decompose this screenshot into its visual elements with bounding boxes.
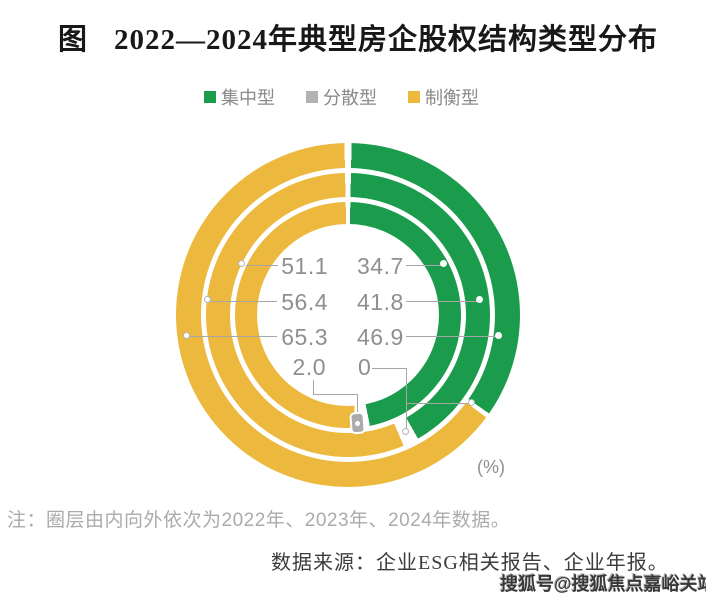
value-label-56-4: 56.4: [281, 289, 328, 315]
legend-swatch-dispersed: [306, 91, 318, 103]
leader-line-56-4: [211, 301, 277, 302]
leader-dot-41-8: [476, 296, 483, 303]
dispersed-slice-marker: [349, 411, 366, 435]
value-label-51-1: 51.1: [281, 253, 328, 279]
legend-swatch-balanced: [408, 91, 420, 103]
watermark: 搜狐号@搜狐焦点嘉峪关站: [500, 574, 706, 594]
legend-item-dispersed: 分散型: [306, 84, 377, 110]
data-source: 数据来源：企业ESG相关报告、企业年报。: [271, 552, 669, 574]
leader-line-46-9: [406, 336, 499, 337]
value-label-65-3: 65.3: [281, 324, 328, 350]
value-label-0: 0: [358, 354, 372, 380]
leader-line-0-v: [406, 368, 407, 430]
leader-dot-56-4: [204, 296, 211, 303]
leader-dot-46-9: [495, 332, 502, 339]
leader-dot-34-7: [440, 260, 447, 267]
leader-line-2-0-h: [313, 394, 358, 395]
leader-dot-51-1: [238, 260, 245, 267]
leader-line-34-7: [406, 265, 444, 266]
title-prefix: 图: [58, 24, 89, 56]
marker-dot-icon: [354, 421, 361, 427]
legend-swatch-concentrated: [204, 91, 216, 103]
leader-line-65-3: [190, 336, 277, 337]
value-label-34-7: 34.7: [357, 253, 404, 279]
legend-label-dispersed: 分散型: [323, 88, 377, 108]
footnote: 注：圈层由内向外依次为2022年、2023年、2024年数据。: [7, 510, 511, 531]
value-label-41-8: 41.8: [357, 289, 404, 315]
title-text: 2022—2024年典型房企股权结构类型分布: [114, 24, 659, 56]
leader-line-0-h2: [406, 403, 469, 404]
legend-label-concentrated: 集中型: [221, 88, 275, 108]
leader-line-2-0-v1: [313, 380, 314, 394]
leader-line-41-8: [406, 301, 480, 302]
leader-dot-65-3: [183, 332, 190, 339]
unit-label: (%): [477, 457, 505, 477]
legend-item-concentrated: 集中型: [204, 84, 275, 110]
legend-label-balanced: 制衡型: [425, 88, 479, 108]
value-label-46-9: 46.9: [357, 324, 404, 350]
leader-line-51-1: [246, 265, 278, 266]
leader-dot-0: [468, 399, 475, 406]
value-label-2-0: 2.0: [292, 354, 326, 380]
page-title: 图 2022—2024年典型房企股权结构类型分布: [58, 16, 658, 58]
legend: 集中型 分散型 制衡型: [204, 84, 479, 110]
leader-line-2-0-v2: [357, 394, 358, 413]
legend-item-balanced: 制衡型: [408, 84, 479, 110]
donut-hole: [257, 224, 439, 406]
leader-line-0-h1: [372, 368, 406, 369]
leader-dot-middle-sliver: [402, 428, 409, 435]
